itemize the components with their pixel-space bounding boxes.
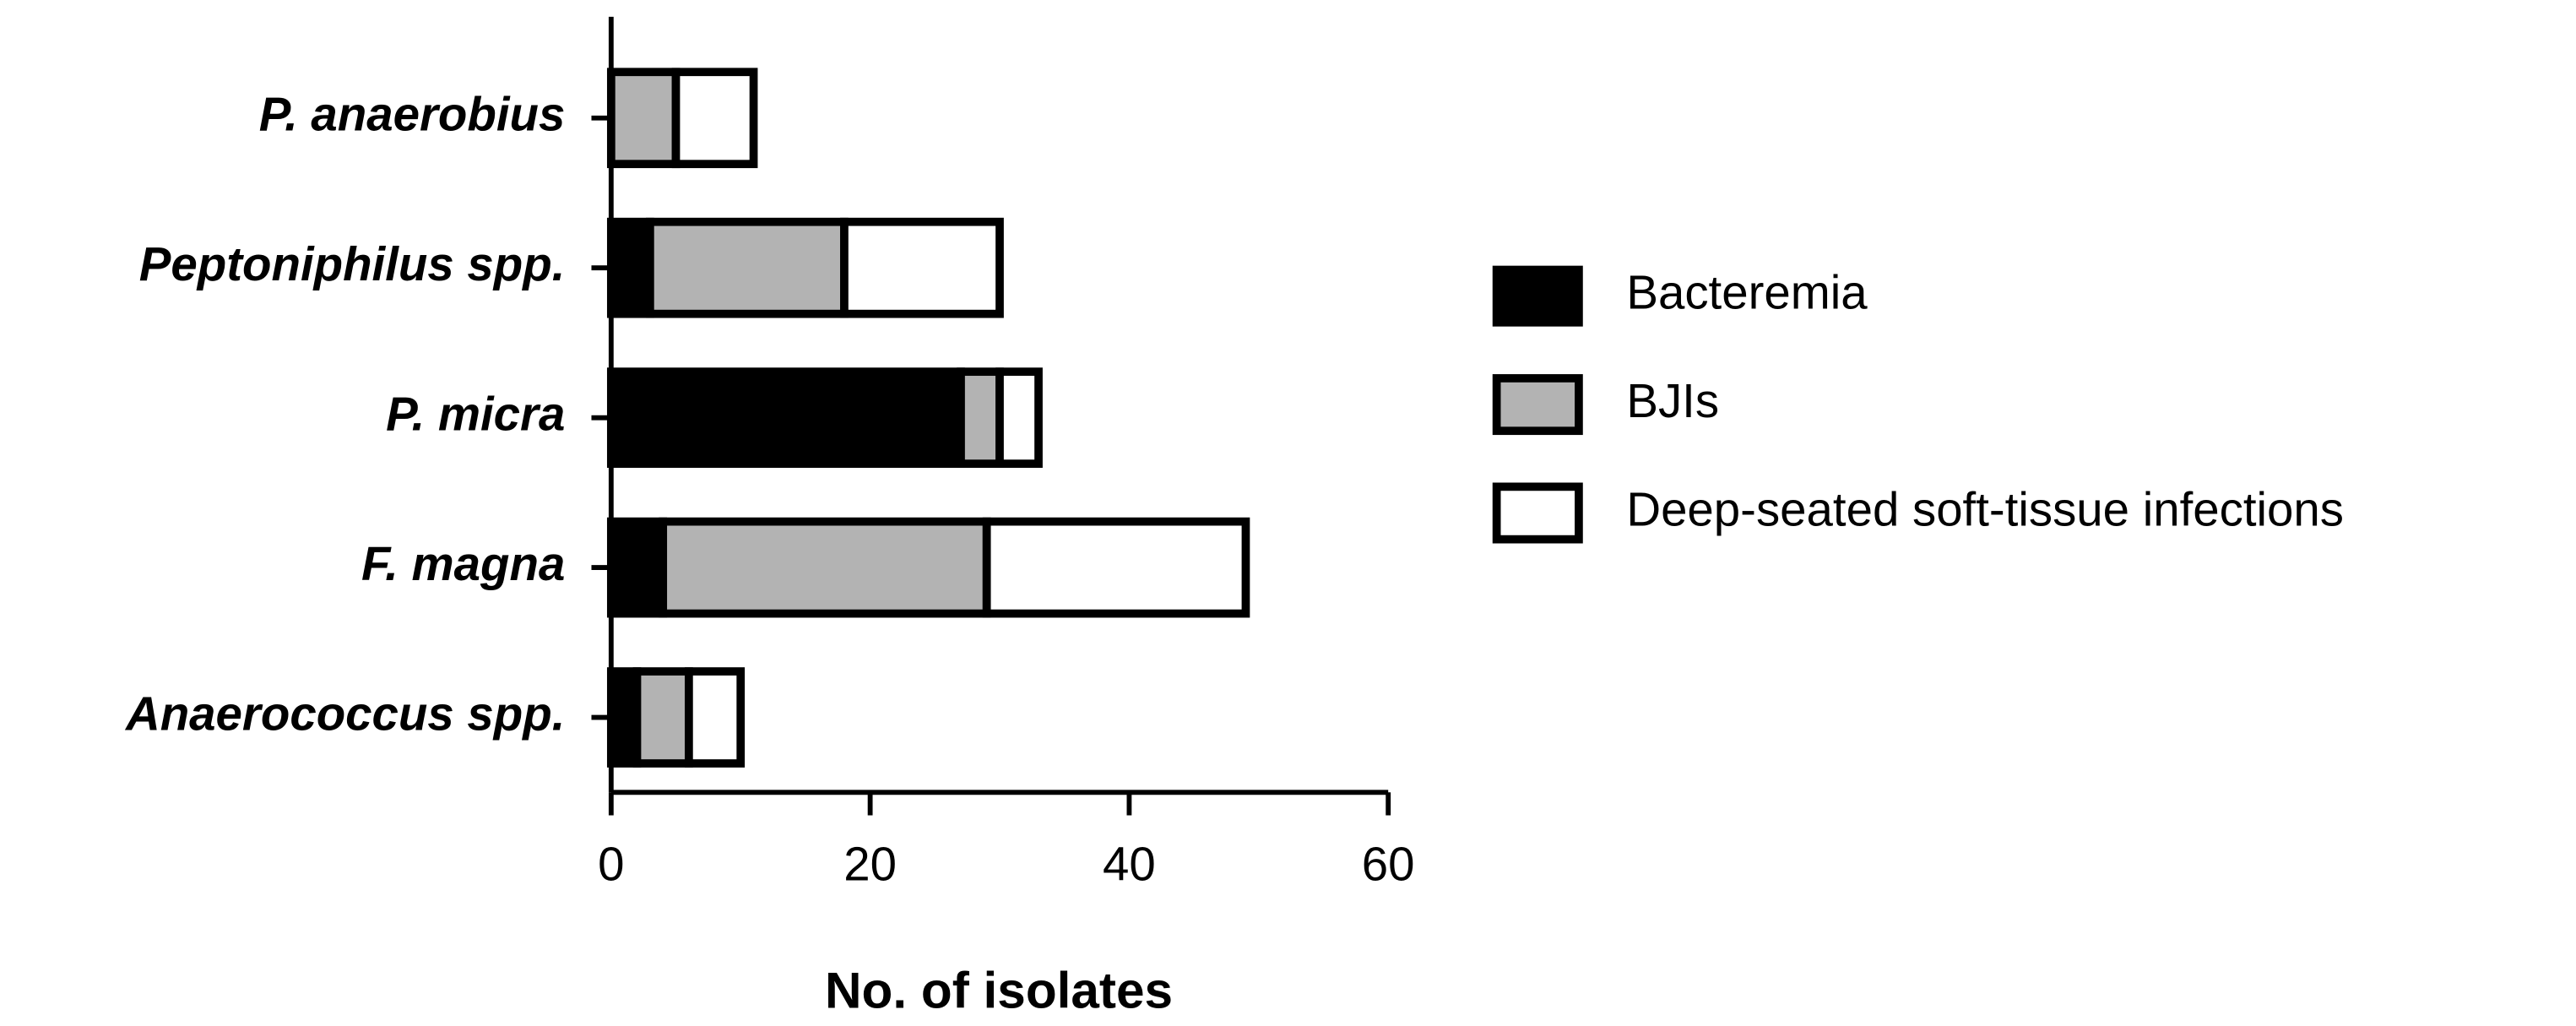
legend-swatch (1492, 374, 1583, 436)
bar-segment (957, 367, 1004, 468)
legend-label: Deep-seated soft-tissue infections (1626, 482, 2344, 535)
legend-swatch (1492, 482, 1583, 544)
x-tick-label: 40 (1103, 838, 1156, 891)
y-tick-label: Peptoniphilus spp. (139, 237, 566, 290)
bar-segment (671, 68, 758, 169)
bar-segment (840, 217, 1004, 318)
bar-segment (685, 667, 746, 768)
bar-segment (982, 517, 1250, 618)
bar-segment (606, 68, 681, 169)
bar-segment (659, 517, 991, 618)
bar-segment (606, 517, 668, 618)
x-tick-label: 20 (843, 838, 897, 891)
bar-segment (995, 367, 1043, 468)
bar-segment (606, 217, 654, 318)
y-tick-label: Anaerococcus spp. (124, 687, 565, 740)
legend-label: Bacteremia (1626, 266, 1868, 319)
y-tick-label: F. magna (361, 537, 565, 590)
bar-segment (645, 217, 849, 318)
legend-label: BJIs (1626, 374, 1719, 427)
bar-segment (606, 367, 965, 468)
x-tick-label: 60 (1362, 838, 1415, 891)
legend-swatch (1492, 265, 1583, 327)
y-tick-label: P. anaerobius (259, 88, 566, 141)
x-tick-label: 0 (598, 838, 624, 891)
bar-segment (632, 667, 693, 768)
y-tick-label: P. micra (386, 388, 565, 441)
x-axis-title: No. of isolates (825, 962, 1173, 1019)
